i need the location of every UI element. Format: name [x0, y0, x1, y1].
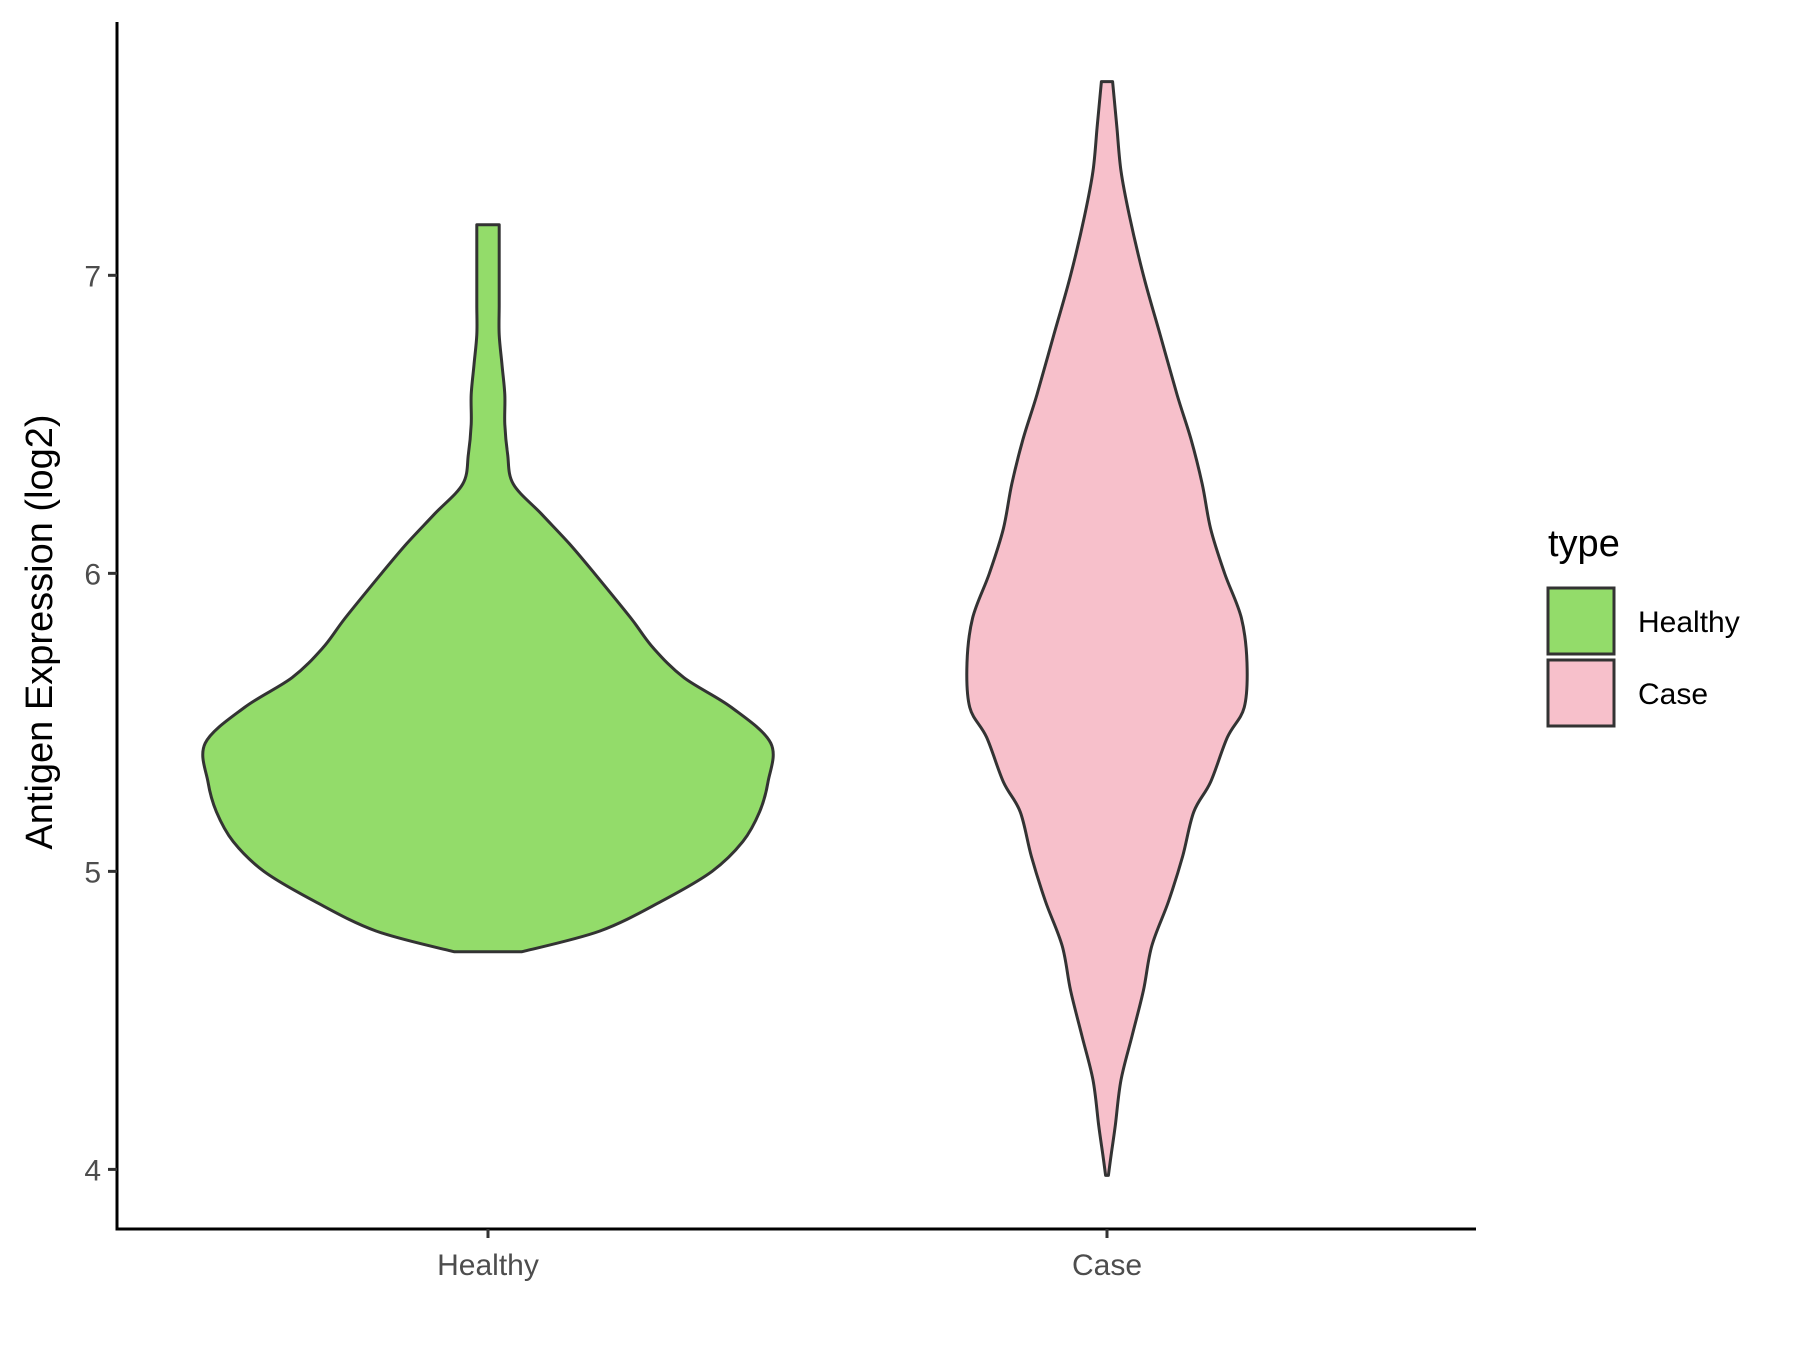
y-tick-label: 4 [84, 1154, 101, 1187]
y-axis-ticks: 4 5 6 7 [84, 260, 117, 1187]
legend: type Healthy Case [1546, 523, 1740, 728]
x-axis-ticks: Healthy Case [437, 1229, 1142, 1282]
legend-swatch-healthy [1546, 586, 1616, 656]
violins [201, 80, 1249, 1177]
legend-items: Healthy Case [1546, 586, 1740, 728]
violin-healthy [201, 223, 775, 954]
legend-label-healthy: Healthy [1638, 606, 1740, 639]
y-tick-label: 6 [84, 558, 101, 591]
violin-case [965, 80, 1249, 1177]
x-tick-label: Healthy [437, 1249, 539, 1282]
legend-label-case: Case [1638, 678, 1708, 711]
legend-title: type [1548, 523, 1620, 565]
y-tick-label: 7 [84, 260, 101, 293]
y-axis-title: Antigen Expression (log2) [19, 414, 61, 849]
legend-swatch-case [1546, 658, 1616, 728]
x-tick-label: Case [1072, 1249, 1142, 1282]
y-tick-label: 5 [84, 856, 101, 889]
